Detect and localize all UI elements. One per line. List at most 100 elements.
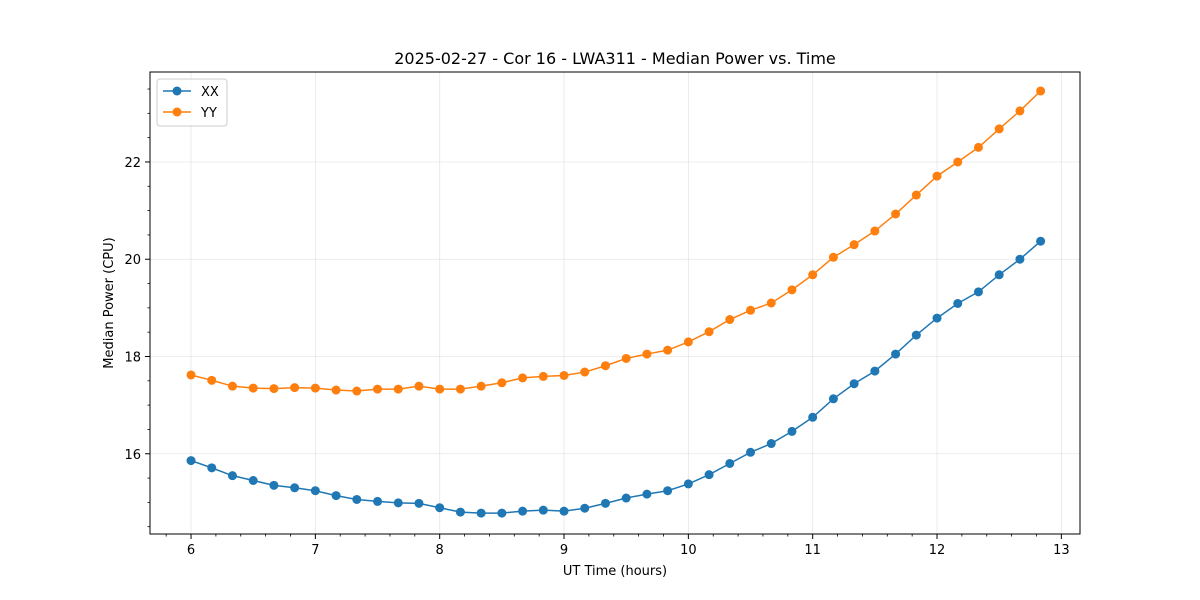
series-xx-point-13 [455, 507, 465, 517]
series-yy-point-17 [538, 371, 548, 381]
series-xx-point-39 [994, 270, 1004, 280]
series-yy-point-37 [953, 157, 963, 167]
series-yy-point-40 [1015, 106, 1025, 116]
legend-xx-marker [172, 86, 182, 96]
series-yy-point-0 [186, 370, 196, 380]
series-yy-point-13 [455, 384, 465, 394]
series-xx-point-36 [932, 313, 942, 323]
series-xx-point-0 [186, 456, 196, 466]
series-yy-point-4 [269, 384, 279, 394]
x-tick-label-7: 13 [1053, 543, 1070, 558]
series-xx-point-41 [1036, 236, 1046, 246]
series-xx-point-15 [497, 508, 507, 518]
series-xx-point-26 [725, 458, 735, 468]
series-xx-point-7 [331, 491, 341, 501]
series-xx-point-2 [227, 471, 237, 481]
series-xx-point-32 [849, 379, 859, 389]
series-xx-point-17 [538, 505, 548, 515]
series-yy-point-21 [621, 353, 631, 363]
series-xx-point-3 [248, 476, 258, 486]
series-yy-point-19 [580, 367, 590, 377]
series-xx-point-20 [600, 498, 610, 508]
series-xx-point-30 [808, 412, 818, 422]
series-yy-point-29 [787, 285, 797, 295]
series-layer [186, 86, 1046, 518]
grid-layer [150, 72, 1080, 534]
series-xx-point-38 [973, 287, 983, 297]
plot-frame [149, 71, 1081, 535]
series-xx-point-27 [746, 447, 756, 457]
series-xx-point-12 [435, 503, 445, 513]
x-axis-label: UT Time (hours) [563, 564, 667, 579]
series-yy-point-31 [828, 252, 838, 262]
chart-title: 2025-02-27 - Cor 16 - LWA311 - Median Po… [394, 49, 836, 68]
series-xx-point-4 [269, 480, 279, 490]
series-yy-point-15 [497, 378, 507, 388]
y-tick-label-2: 20 [124, 253, 141, 268]
x-tick-label-6: 12 [929, 543, 946, 558]
x-tick-label-4: 10 [680, 543, 697, 558]
series-xx-point-14 [476, 508, 486, 518]
series-yy-point-5 [290, 383, 300, 393]
series-yy-point-3 [248, 383, 258, 393]
series-yy-point-8 [352, 386, 362, 396]
legend: XX YY [156, 78, 228, 127]
x-tick-label-3: 9 [560, 543, 568, 558]
legend-yy-label: YY [200, 106, 217, 121]
series-xx-point-28 [766, 439, 776, 449]
series-xx-point-31 [828, 394, 838, 404]
series-xx-point-8 [352, 494, 362, 504]
series-yy-point-24 [683, 337, 693, 347]
series-yy-point-30 [808, 270, 818, 280]
y-tick-label-3: 22 [124, 156, 141, 171]
series-yy-point-11 [414, 381, 424, 391]
series-yy-point-25 [704, 327, 714, 337]
series-yy-point-41 [1036, 86, 1046, 96]
series-xx-point-37 [953, 298, 963, 308]
series-xx-point-11 [414, 498, 424, 508]
series-yy-point-36 [932, 171, 942, 181]
legend-yy-marker [172, 107, 182, 117]
series-xx-point-33 [870, 366, 880, 376]
series-yy-point-20 [600, 361, 610, 371]
series-yy-point-26 [725, 315, 735, 325]
series-xx-point-24 [683, 479, 693, 489]
series-yy-point-23 [663, 345, 673, 355]
series-yy-point-38 [973, 142, 983, 152]
series-xx-point-22 [642, 489, 652, 499]
series-xx-point-21 [621, 493, 631, 503]
series-xx-point-29 [787, 426, 797, 436]
series-yy-point-33 [870, 226, 880, 236]
series-yy-point-35 [911, 190, 921, 200]
series-yy-point-27 [746, 305, 756, 315]
series-yy-point-32 [849, 240, 859, 250]
x-tick-label-1: 7 [311, 543, 319, 558]
series-xx-point-23 [663, 486, 673, 496]
y-axis-label: Median Power (CPU) [102, 237, 117, 368]
series-yy-point-14 [476, 381, 486, 391]
x-tick-label-2: 8 [436, 543, 444, 558]
series-yy-point-18 [559, 370, 569, 380]
series-yy-point-12 [435, 384, 445, 394]
series-xx-point-18 [559, 506, 569, 516]
series-xx-point-9 [373, 496, 383, 506]
series-yy-point-7 [331, 385, 341, 395]
series-yy-point-10 [393, 384, 403, 394]
series-yy-point-34 [891, 209, 901, 219]
series-xx-point-34 [891, 349, 901, 359]
series-xx-point-40 [1015, 254, 1025, 264]
y-tick-label-1: 18 [124, 350, 141, 365]
series-yy-point-39 [994, 124, 1004, 134]
series-yy-point-22 [642, 349, 652, 359]
y-tick-label-0: 16 [124, 448, 141, 463]
series-xx-point-6 [310, 486, 320, 496]
series-yy-point-1 [207, 375, 217, 385]
series-yy-point-28 [766, 298, 776, 308]
series-xx-point-35 [911, 330, 921, 340]
legend-xx-label: XX [201, 85, 219, 100]
x-tick-label-5: 11 [804, 543, 821, 558]
series-yy-point-2 [227, 381, 237, 391]
series-xx-point-5 [290, 483, 300, 493]
series-xx-point-25 [704, 470, 714, 480]
